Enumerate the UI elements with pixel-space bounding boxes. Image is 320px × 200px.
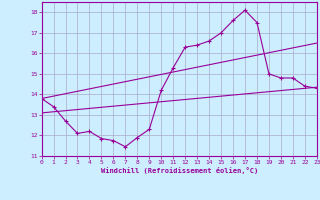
X-axis label: Windchill (Refroidissement éolien,°C): Windchill (Refroidissement éolien,°C): [100, 167, 258, 174]
